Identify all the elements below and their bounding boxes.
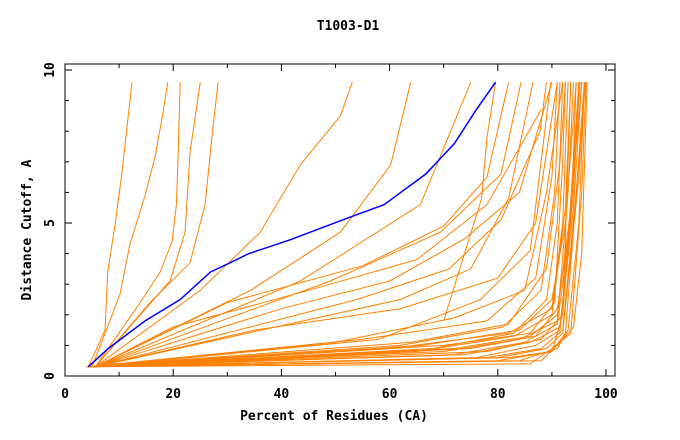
series-group bbox=[86, 81, 588, 368]
series-line-29 bbox=[86, 82, 561, 368]
series-line-4 bbox=[94, 82, 201, 368]
x-tick-label: 0 bbox=[61, 387, 69, 402]
series-line-3 bbox=[94, 82, 219, 368]
series-line-36 bbox=[86, 82, 566, 368]
series-line-34 bbox=[86, 82, 577, 368]
ticks-group: 0 20 40 60 80 100 0 5 10 bbox=[43, 62, 618, 402]
series-line-9 bbox=[95, 82, 547, 368]
series-line-15 bbox=[95, 109, 542, 368]
x-tick-label: 80 bbox=[490, 387, 506, 402]
x-tick-label: 100 bbox=[594, 387, 618, 402]
series-line-39 bbox=[86, 82, 588, 368]
x-tick-label: 20 bbox=[165, 387, 181, 402]
series-line-30 bbox=[86, 82, 558, 368]
y-tick-label: 10 bbox=[43, 62, 58, 78]
series-line-16 bbox=[95, 82, 558, 368]
x-axis-label: Percent of Residues (CA) bbox=[240, 409, 428, 424]
series-line-35 bbox=[86, 82, 583, 368]
chart-title: T1003-D1 bbox=[317, 19, 380, 34]
series-line-6 bbox=[95, 82, 412, 368]
series-line-14 bbox=[95, 82, 553, 368]
series-line-0 bbox=[87, 82, 133, 368]
series-line-12 bbox=[443, 82, 497, 322]
series-line-1 bbox=[91, 82, 169, 367]
series-line-10 bbox=[95, 82, 534, 368]
y-tick-label: 0 bbox=[43, 372, 58, 380]
series-line-2 bbox=[94, 82, 181, 368]
series-line-26 bbox=[86, 82, 586, 368]
series-line-8 bbox=[95, 82, 522, 368]
series-line-38 bbox=[86, 82, 581, 368]
series-line-13 bbox=[95, 82, 510, 368]
series-line-37 bbox=[86, 82, 566, 368]
highlight-series-line bbox=[87, 81, 497, 368]
series-line-28 bbox=[86, 82, 564, 368]
plot-frame bbox=[64, 63, 616, 377]
x-tick-label: 60 bbox=[382, 387, 398, 402]
y-tick-label: 5 bbox=[43, 219, 58, 227]
series-line-5 bbox=[95, 82, 353, 368]
y-axis-label: Distance Cutoff, A bbox=[20, 159, 35, 300]
series-line-7 bbox=[95, 82, 472, 368]
series-line-32 bbox=[86, 82, 587, 368]
series-line-11 bbox=[95, 82, 552, 368]
x-tick-label: 40 bbox=[274, 387, 290, 402]
